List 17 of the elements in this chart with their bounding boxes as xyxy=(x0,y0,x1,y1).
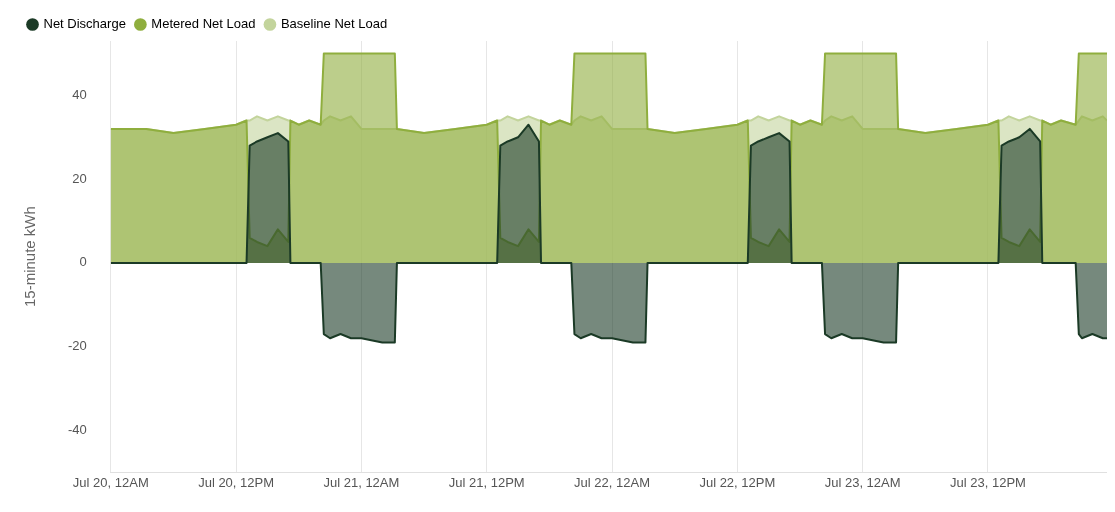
y-tick-label: 0 xyxy=(79,254,87,270)
legend-label: Baseline Net Load xyxy=(280,16,388,32)
x-tick-label: Jul 20, 12AM xyxy=(72,474,149,490)
y-tick-label: -20 xyxy=(67,338,87,354)
y-tick-label: -40 xyxy=(67,421,87,437)
x-tick-label: Jul 23, 12AM xyxy=(824,474,901,490)
x-tick-label: Jul 23, 12PM xyxy=(950,474,1026,490)
x-tick-label: Jul 22, 12AM xyxy=(574,474,650,490)
y-tick-label: 20 xyxy=(72,170,87,186)
x-tick-label: Jul 21, 12PM xyxy=(448,474,525,490)
x-tick-label: Jul 21, 12AM xyxy=(323,474,400,490)
y-tick-label: 40 xyxy=(72,87,87,102)
x-tick-label: Jul 22, 12PM xyxy=(699,474,776,490)
x-tick-label: Jul 20, 12PM xyxy=(198,474,275,490)
legend-label: Net Discharge xyxy=(43,16,126,32)
y-axis-title: 15-minute kWh xyxy=(21,206,39,308)
legend-label: Metered Net Load xyxy=(151,16,256,32)
